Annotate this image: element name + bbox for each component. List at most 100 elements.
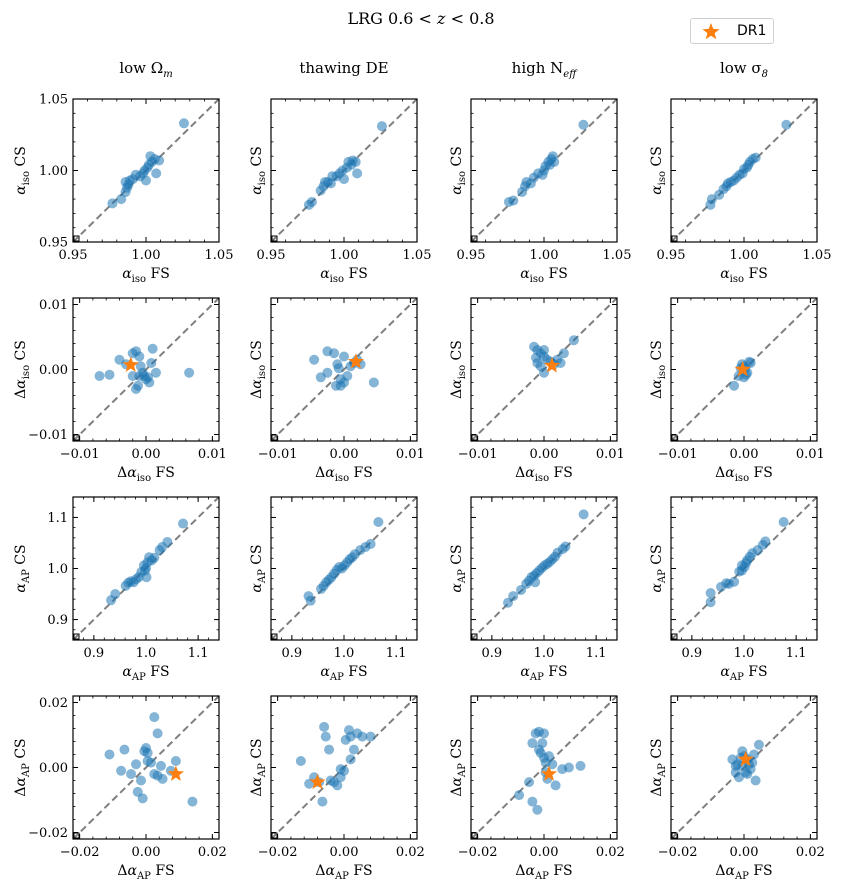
data-point (309, 354, 320, 365)
data-point (539, 345, 549, 355)
dr1-star-marker (122, 356, 139, 372)
corner-marker (271, 235, 278, 242)
x-tick-label: 1.1 (586, 646, 607, 661)
data-point (339, 174, 349, 185)
y-tick-label: 0.00 (39, 363, 68, 378)
data-point (141, 175, 151, 186)
x-tick-label: 0.9 (84, 646, 105, 661)
dr1-star-marker (167, 765, 184, 781)
data-point (781, 119, 792, 130)
data-point (578, 119, 589, 130)
data-point (322, 346, 333, 357)
x-tick-label: −0.02 (458, 845, 498, 860)
corner-marker (671, 235, 678, 242)
data-point (547, 759, 558, 770)
y-tick-label: 0.95 (39, 236, 68, 251)
dr1-star-marker (347, 353, 365, 369)
y-tick-label: 0.00 (39, 761, 68, 776)
data-point (575, 760, 586, 771)
x-tick-label: 1.05 (205, 248, 234, 263)
y-tick-label: 1.0 (47, 562, 68, 577)
data-point (365, 731, 376, 742)
x-tick-label: 0.00 (132, 447, 161, 462)
data-point (339, 351, 349, 362)
data-point (524, 777, 535, 788)
data-point (730, 760, 741, 771)
scatter-panel: 0.95 1.00 1.05 αiso FS αiso CS (649, 98, 831, 285)
scatter-panel: −0.02 −0.02 0.00 0.00 0.02 0.02 ΔαAP FS ΔαAP CS (13, 695, 227, 882)
data-point (141, 572, 152, 583)
scatter-panel: −0.01 −0.01 0.00 0.00 0.01 0.01 Δαiso FS Δαiso … (13, 297, 227, 484)
x-tick-label: 1.1 (188, 646, 209, 661)
y-axis-label: αiso CS (13, 146, 32, 195)
data-point (532, 804, 543, 815)
data-point (376, 121, 387, 132)
data-point (760, 536, 771, 547)
data-point (563, 762, 574, 773)
data-point (150, 367, 161, 378)
data-point (116, 194, 127, 205)
data-point (104, 369, 115, 380)
data-point (705, 597, 716, 608)
y-tick-label: 0.9 (47, 613, 68, 628)
data-point (368, 377, 379, 388)
y-tick-label: −0.02 (28, 826, 68, 841)
data-point (558, 348, 569, 359)
dr1-star-marker (734, 361, 751, 377)
x-axis-label: Δαiso FS (715, 465, 773, 484)
x-tick-label: 1.0 (136, 646, 157, 661)
data-point (527, 796, 538, 807)
legend: DR1 (690, 18, 774, 44)
x-axis-label: Δαiso FS (315, 465, 373, 484)
data-point (127, 371, 138, 381)
x-tick-label: −0.01 (258, 447, 298, 462)
data-point (350, 156, 361, 167)
corner-marker (73, 633, 80, 640)
data-point (146, 358, 157, 368)
x-tick-label: 0.00 (330, 845, 359, 860)
y-axis-label: αiso CS (249, 146, 268, 195)
data-point (149, 552, 160, 563)
x-axis-label: ΔαAP FS (117, 863, 174, 882)
data-point (116, 765, 127, 776)
y-axis-label: αiso CS (649, 146, 668, 195)
data-point (320, 731, 331, 742)
identity-line (73, 696, 219, 839)
dr1-star-marker (540, 765, 558, 781)
y-axis-label: Δαiso CS (449, 340, 468, 399)
x-axis-label: αiso FS (320, 266, 368, 285)
x-tick-label: 0.02 (198, 845, 227, 860)
y-tick-label: 1.1 (47, 511, 68, 526)
y-axis-label: ΔαAP CS (649, 738, 668, 796)
data-point (131, 759, 142, 770)
scatter-panel: 0.950.95 1.00 1.00 1.05 1.05 αiso FS αiso CS (13, 93, 233, 286)
y-axis-label: αAP CS (649, 544, 668, 592)
x-tick-label: −0.02 (258, 845, 298, 860)
x-tick-label: 1.00 (530, 248, 559, 263)
data-point (178, 518, 189, 529)
x-tick-label: 0.9 (682, 646, 703, 661)
x-tick-label: −0.02 (658, 845, 698, 860)
y-axis-label: αAP CS (13, 544, 32, 592)
data-point (178, 118, 189, 129)
x-axis-label: ΔαAP FS (315, 863, 372, 882)
data-point (568, 335, 579, 346)
data-point (352, 168, 363, 179)
scatter-panel: −0.02 0.00 0.02 ΔαAP FS ΔαAP CS (249, 695, 425, 882)
data-point (155, 760, 166, 771)
corner-marker (671, 633, 678, 640)
y-axis-label: ΔαAP CS (13, 738, 32, 796)
x-axis-label: ΔαAP FS (515, 863, 572, 882)
data-point (317, 796, 328, 807)
data-point (729, 380, 740, 391)
data-point (357, 731, 368, 742)
data-point (136, 775, 147, 786)
data-point (340, 734, 351, 745)
data-point (750, 775, 761, 786)
data-point (539, 728, 549, 739)
scatter-panel: 0.95 1.00 1.05 αiso FS αiso CS (249, 98, 431, 285)
x-tick-label: 1.00 (132, 248, 161, 263)
y-axis-label: Δαiso CS (13, 340, 32, 399)
data-point (104, 749, 115, 760)
scatter-panel: 0.9 1.0 1.1 αAP FS αAP CS (249, 496, 418, 683)
